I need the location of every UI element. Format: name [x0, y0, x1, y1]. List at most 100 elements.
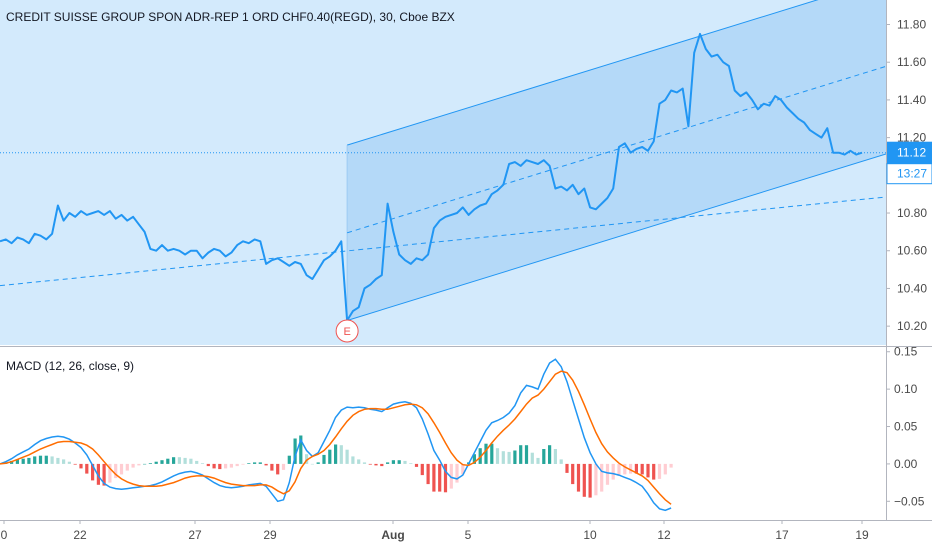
histogram-bar [166, 458, 170, 464]
histogram-bar [154, 461, 158, 464]
macd-line [0, 358, 672, 512]
histogram-bar [189, 458, 193, 464]
histogram-bar [183, 457, 187, 464]
histogram-bar [114, 463, 118, 479]
histogram-bar [108, 463, 112, 483]
histogram-bar [461, 463, 465, 475]
histogram-bar [362, 462, 367, 464]
histogram-bar [15, 459, 19, 464]
histogram-bar [293, 438, 297, 464]
histogram-bar [611, 463, 615, 480]
histogram-bar [455, 463, 459, 483]
time-axis-tick-label: 0 [1, 528, 8, 542]
histogram-bar [380, 463, 384, 467]
histogram-bar [409, 463, 413, 464]
countdown-value: 13:27 [897, 167, 927, 181]
histogram-bar [391, 460, 395, 464]
histogram-bar [62, 459, 66, 464]
histogram-bar [287, 455, 291, 464]
histogram-bar [137, 463, 141, 466]
histogram-bar [484, 443, 488, 464]
time-axis-tick-label: 17 [775, 528, 789, 542]
histogram-bar [397, 460, 401, 464]
histogram-bar [617, 463, 621, 476]
channel-median-line [346, 65, 886, 234]
histogram-bar [559, 459, 563, 464]
histogram-bar [542, 449, 546, 464]
histogram-bar [264, 463, 268, 466]
histogram-bar [374, 463, 378, 466]
price-panel: E [0, 0, 886, 345]
histogram-bar [310, 463, 314, 465]
histogram-bar [316, 462, 320, 464]
macd-axis-tick-label: 0.15 [894, 345, 918, 359]
histogram-bar [258, 462, 262, 464]
time-axis-tick-label: 27 [188, 528, 202, 542]
histogram-bar [172, 457, 176, 464]
histogram-bar [73, 463, 77, 465]
last-price-value: 11.12 [897, 146, 926, 160]
histogram-bar [334, 444, 338, 464]
histogram-bar [125, 463, 129, 471]
histogram-bar [229, 463, 233, 468]
histogram-bar [657, 463, 662, 479]
time-axis-tick-label: 5 [465, 528, 472, 542]
price-plot-area [0, 0, 886, 345]
histogram-bar [530, 452, 534, 464]
histogram-bar [206, 463, 210, 467]
histogram-bar [495, 448, 500, 464]
histogram-bar [403, 460, 407, 464]
histogram-bar [276, 463, 280, 475]
histogram-bar [67, 461, 71, 464]
histogram-bar [241, 463, 245, 465]
macd-axis-tick-label: 0.10 [894, 382, 918, 396]
histogram-bar [339, 445, 343, 464]
price-axis-tick-label: 11.60 [897, 55, 926, 69]
histogram-bar [582, 463, 586, 497]
histogram-bar [357, 459, 361, 464]
time-axis-tick-label: 22 [73, 528, 87, 542]
histogram-bar [588, 463, 592, 498]
histogram-bar [565, 463, 569, 473]
histogram-bar [224, 463, 228, 469]
histogram-bar [38, 455, 43, 464]
time-axis-tick-label: 10 [583, 528, 597, 542]
macd-plot-area [0, 358, 673, 512]
earnings-marker-label: E [343, 326, 350, 338]
price-axis-tick-label: 10.20 [897, 319, 927, 333]
histogram-bar [600, 463, 604, 492]
histogram-bar [663, 463, 667, 475]
histogram-bar [571, 463, 575, 485]
histogram-bar [640, 463, 644, 475]
macd-panel [0, 358, 673, 512]
histogram-bar [305, 454, 309, 464]
price-series-line [0, 32, 863, 322]
histogram-bar [443, 463, 448, 493]
histogram-bar [623, 463, 627, 475]
price-chart-title: CREDIT SUISSE GROUP SPON ADR-REP 1 ORD C… [6, 10, 455, 24]
histogram-bar [652, 463, 656, 480]
histogram-bar [478, 448, 482, 464]
macd-axis-tick-label: 0.00 [894, 457, 918, 471]
histogram-bar [247, 463, 251, 464]
macd-axis-tick-label: 0.05 [894, 420, 918, 434]
histogram-bar [85, 463, 89, 474]
signal-line [0, 370, 672, 505]
last-price-badge [887, 141, 932, 164]
histogram-bar [56, 457, 60, 464]
histogram-bar [507, 451, 511, 464]
dashed-trend-line [0, 196, 886, 287]
time-axis-tick-label: 19 [855, 528, 869, 542]
price-axis-tick-label: 10.40 [897, 281, 927, 295]
axes-layer: 10.20 10.40 10.60 10.80 11.20 11.40 11.60 11.80… [0, 0, 932, 542]
histogram-bar [646, 463, 650, 478]
time-axis-tick-label: 29 [263, 528, 277, 542]
histogram-bar [490, 443, 494, 464]
histogram-bar [449, 463, 453, 489]
histogram-bar [281, 463, 286, 470]
histogram-bar [253, 462, 257, 464]
histogram-bar [513, 450, 517, 464]
earnings-marker [335, 319, 359, 343]
